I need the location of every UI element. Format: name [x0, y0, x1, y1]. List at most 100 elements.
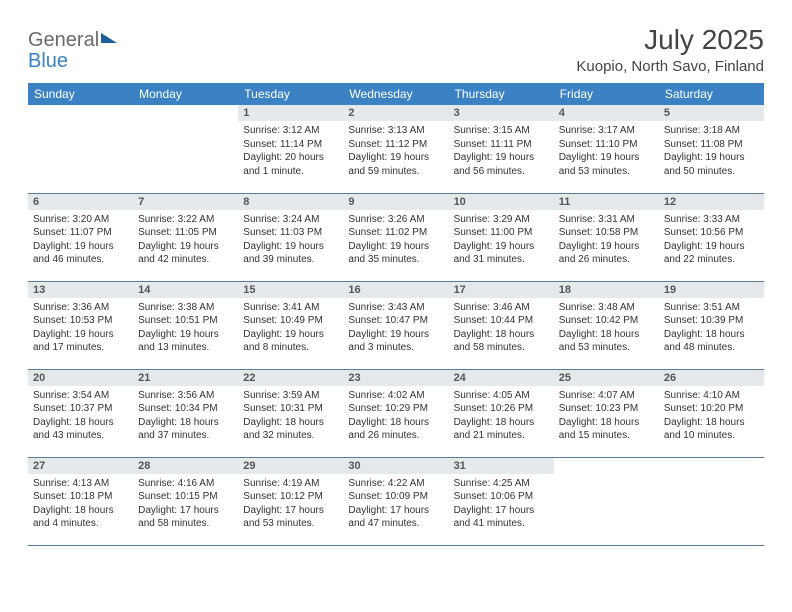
sunrise-text: Sunrise: 3:51 AM — [664, 301, 759, 315]
day-cell — [133, 105, 238, 193]
sunset-text: Sunset: 10:31 PM — [243, 402, 338, 416]
week-row: 6Sunrise: 3:20 AMSunset: 11:07 PMDayligh… — [28, 193, 764, 281]
day-cell — [659, 457, 764, 545]
sunset-text: Sunset: 10:39 PM — [664, 314, 759, 328]
sunset-text: Sunset: 10:29 PM — [348, 402, 443, 416]
day-cell: 10Sunrise: 3:29 AMSunset: 11:00 PMDaylig… — [449, 193, 554, 281]
day-cell: 26Sunrise: 4:10 AMSunset: 10:20 PMDaylig… — [659, 369, 764, 457]
sunrise-text: Sunrise: 3:12 AM — [243, 124, 338, 138]
daylight-text: Daylight: 19 hours and 50 minutes. — [664, 151, 759, 178]
weekday-tuesday: Tuesday — [238, 83, 343, 105]
day-number: 6 — [28, 194, 133, 210]
sunset-text: Sunset: 10:20 PM — [664, 402, 759, 416]
day-number: 4 — [554, 105, 659, 121]
day-details: Sunrise: 4:22 AMSunset: 10:09 PMDaylight… — [343, 474, 448, 537]
sunrise-text: Sunrise: 3:22 AM — [138, 213, 233, 227]
day-cell: 21Sunrise: 3:56 AMSunset: 10:34 PMDaylig… — [133, 369, 238, 457]
day-cell: 7 Sunrise: 3:22 AMSunset: 11:05 PMDayligh… — [133, 193, 238, 281]
daylight-text: Daylight: 19 hours and 53 minutes. — [559, 151, 654, 178]
sunrise-text: Sunrise: 3:48 AM — [559, 301, 654, 315]
sunset-text: Sunset: 10:34 PM — [138, 402, 233, 416]
day-number: 28 — [133, 458, 238, 474]
sunrise-text: Sunrise: 3:31 AM — [559, 213, 654, 227]
daylight-text: Daylight: 19 hours and 59 minutes. — [348, 151, 443, 178]
day-cell: 23Sunrise: 4:02 AMSunset: 10:29 PMDaylig… — [343, 369, 448, 457]
logo-text-block: General Blue — [28, 30, 117, 72]
day-cell: 4Sunrise: 3:17 AMSunset: 11:10 PMDayligh… — [554, 105, 659, 193]
sunset-text: Sunset: 10:56 PM — [664, 226, 759, 240]
day-details: Sunrise: 4:19 AMSunset: 10:12 PMDaylight… — [238, 474, 343, 537]
sunrise-text: Sunrise: 3:24 AM — [243, 213, 338, 227]
day-details: Sunrise: 3:59 AMSunset: 10:31 PMDaylight… — [238, 386, 343, 449]
day-number: 16 — [343, 282, 448, 298]
sunset-text: Sunset: 11:00 PM — [454, 226, 549, 240]
day-details: Sunrise: 3:56 AMSunset: 10:34 PMDaylight… — [133, 386, 238, 449]
daylight-text: Daylight: 19 hours and 17 minutes. — [33, 328, 128, 355]
day-number: 25 — [554, 370, 659, 386]
sunset-text: Sunset: 10:23 PM — [559, 402, 654, 416]
daylight-text: Daylight: 18 hours and 53 minutes. — [559, 328, 654, 355]
daylight-text: Daylight: 17 hours and 41 minutes. — [454, 504, 549, 531]
day-number: 26 — [659, 370, 764, 386]
daylight-text: Daylight: 19 hours and 42 minutes. — [138, 240, 233, 267]
day-details: Sunrise: 3:51 AMSunset: 10:39 PMDaylight… — [659, 298, 764, 361]
day-details: Sunrise: 4:10 AMSunset: 10:20 PMDaylight… — [659, 386, 764, 449]
day-details: Sunrise: 4:13 AMSunset: 10:18 PMDaylight… — [28, 474, 133, 537]
day-cell: 24Sunrise: 4:05 AMSunset: 10:26 PMDaylig… — [449, 369, 554, 457]
daylight-text: Daylight: 17 hours and 58 minutes. — [138, 504, 233, 531]
sunset-text: Sunset: 10:51 PM — [138, 314, 233, 328]
daylight-text: Daylight: 19 hours and 3 minutes. — [348, 328, 443, 355]
day-cell: 31Sunrise: 4:25 AMSunset: 10:06 PMDaylig… — [449, 457, 554, 545]
day-details: Sunrise: 3:36 AMSunset: 10:53 PMDaylight… — [28, 298, 133, 361]
day-details: Sunrise: 4:25 AMSunset: 10:06 PMDaylight… — [449, 474, 554, 537]
daylight-text: Daylight: 19 hours and 22 minutes. — [664, 240, 759, 267]
day-details: Sunrise: 3:33 AMSunset: 10:56 PMDaylight… — [659, 210, 764, 273]
daylight-text: Daylight: 20 hours and 1 minute. — [243, 151, 338, 178]
day-details: Sunrise: 4:07 AMSunset: 10:23 PMDaylight… — [554, 386, 659, 449]
sunrise-text: Sunrise: 3:46 AM — [454, 301, 549, 315]
week-row: 27Sunrise: 4:13 AMSunset: 10:18 PMDaylig… — [28, 457, 764, 545]
day-details: Sunrise: 3:20 AMSunset: 11:07 PMDaylight… — [28, 210, 133, 273]
day-details: Sunrise: 3:13 AMSunset: 11:12 PMDaylight… — [343, 121, 448, 184]
daylight-text: Daylight: 18 hours and 4 minutes. — [33, 504, 128, 531]
day-number: 11 — [554, 194, 659, 210]
day-cell: 27Sunrise: 4:13 AMSunset: 10:18 PMDaylig… — [28, 457, 133, 545]
day-cell: 6Sunrise: 3:20 AMSunset: 11:07 PMDayligh… — [28, 193, 133, 281]
sunset-text: Sunset: 11:05 PM — [138, 226, 233, 240]
sunrise-text: Sunrise: 3:59 AM — [243, 389, 338, 403]
day-cell: 2Sunrise: 3:13 AMSunset: 11:12 PMDayligh… — [343, 105, 448, 193]
day-details: Sunrise: 4:02 AMSunset: 10:29 PMDaylight… — [343, 386, 448, 449]
title-block: July 2025 Kuopio, North Savo, Finland — [576, 24, 764, 75]
day-number: 7 — [133, 194, 238, 210]
week-row: 20Sunrise: 3:54 AMSunset: 10:37 PMDaylig… — [28, 369, 764, 457]
daylight-text: Daylight: 19 hours and 8 minutes. — [243, 328, 338, 355]
weekday-friday: Friday — [554, 83, 659, 105]
logo: General Blue — [28, 24, 117, 72]
sunset-text: Sunset: 11:10 PM — [559, 138, 654, 152]
day-cell: 3Sunrise: 3:15 AMSunset: 11:11 PMDayligh… — [449, 105, 554, 193]
day-cell: 13Sunrise: 3:36 AMSunset: 10:53 PMDaylig… — [28, 281, 133, 369]
day-number: 1 — [238, 105, 343, 121]
daylight-text: Daylight: 19 hours and 56 minutes. — [454, 151, 549, 178]
daylight-text: Daylight: 18 hours and 26 minutes. — [348, 416, 443, 443]
sunset-text: Sunset: 11:11 PM — [454, 138, 549, 152]
sunrise-text: Sunrise: 3:26 AM — [348, 213, 443, 227]
day-details: Sunrise: 3:43 AMSunset: 10:47 PMDaylight… — [343, 298, 448, 361]
sunset-text: Sunset: 11:03 PM — [243, 226, 338, 240]
day-cell: 28Sunrise: 4:16 AMSunset: 10:15 PMDaylig… — [133, 457, 238, 545]
daylight-text: Daylight: 18 hours and 48 minutes. — [664, 328, 759, 355]
sunrise-text: Sunrise: 4:25 AM — [454, 477, 549, 491]
day-cell: 30Sunrise: 4:22 AMSunset: 10:09 PMDaylig… — [343, 457, 448, 545]
day-details: Sunrise: 3:54 AMSunset: 10:37 PMDaylight… — [28, 386, 133, 449]
sunset-text: Sunset: 11:08 PM — [664, 138, 759, 152]
weekday-saturday: Saturday — [659, 83, 764, 105]
day-details: Sunrise: 3:29 AMSunset: 11:00 PMDaylight… — [449, 210, 554, 273]
sunrise-text: Sunrise: 4:10 AM — [664, 389, 759, 403]
sunset-text: Sunset: 10:37 PM — [33, 402, 128, 416]
day-number: 24 — [449, 370, 554, 386]
weekday-thursday: Thursday — [449, 83, 554, 105]
calendar-page: General Blue July 2025 Kuopio, North Sav… — [0, 0, 792, 570]
sunrise-text: Sunrise: 4:02 AM — [348, 389, 443, 403]
day-cell: 16Sunrise: 3:43 AMSunset: 10:47 PMDaylig… — [343, 281, 448, 369]
day-number: 13 — [28, 282, 133, 298]
